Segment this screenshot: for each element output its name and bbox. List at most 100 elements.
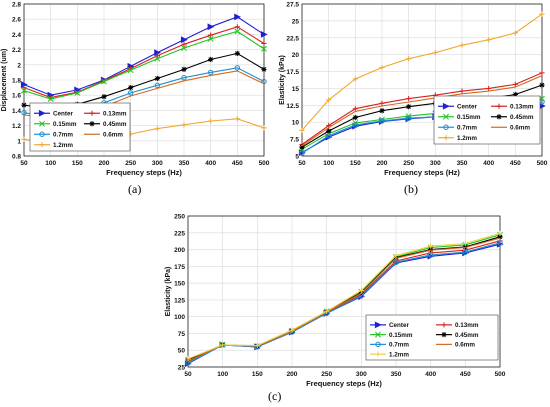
data-point (234, 116, 240, 122)
data-point (234, 13, 242, 21)
data-point (406, 95, 412, 102)
data-point (299, 150, 305, 156)
data-point (289, 327, 295, 333)
legend-item: 0.13mm (84, 111, 127, 118)
data-point (234, 28, 241, 35)
y-tick-label: 200 (174, 247, 185, 254)
data-point (406, 104, 412, 110)
data-point (154, 126, 160, 132)
x-tick-label: 150 (350, 160, 361, 167)
data-point (497, 230, 503, 237)
x-tick-label: 200 (99, 160, 110, 167)
legend-item: 0.7mm (438, 124, 477, 132)
data-point (512, 91, 518, 98)
data-point (379, 118, 385, 124)
x-tick-label: 200 (287, 371, 298, 378)
legend-label: 0.15mm (457, 114, 481, 121)
data-point (101, 94, 107, 100)
series-0_15mm (21, 28, 267, 102)
data-point (261, 125, 267, 131)
data-point (379, 100, 385, 106)
data-point (127, 90, 134, 96)
x-tick-label: 450 (460, 371, 471, 378)
y-tick-label: 250 (174, 214, 185, 221)
legend-marker (441, 332, 447, 338)
legend: Center 0.13mm 0.15mm 0.45mm 0.7mm 0.6mm 1.2mm (365, 314, 499, 361)
legend-marker (375, 351, 381, 357)
data-point (379, 108, 385, 114)
data-point (512, 81, 518, 87)
legend-label: 0.15mm (389, 332, 413, 339)
legend-label: 0.45mm (103, 121, 127, 128)
y-tick-label: 1.4 (12, 108, 21, 115)
y-tick-label: 2 (17, 62, 21, 69)
x-tick-label: 150 (72, 160, 83, 167)
data-point (358, 287, 364, 294)
legend-item: 0.7mm (370, 341, 409, 349)
data-point (497, 234, 503, 240)
series-line (301, 13, 543, 131)
x-tick-label: 150 (252, 371, 263, 378)
legend-label: Center (457, 104, 477, 111)
legend-label: 0.13mm (103, 111, 127, 118)
legend-item: 0.45mm (84, 121, 127, 128)
data-point (154, 75, 160, 82)
data-point (432, 50, 438, 56)
data-point (128, 85, 134, 91)
legend-marker (443, 124, 449, 130)
legend-item: 0.13mm (436, 322, 479, 329)
chart-b: 5 7.5 10 12.5 15 17.5 20 22.5 25 27.5 50 100 150 200 2… (279, 2, 548, 178)
data-point (428, 246, 434, 253)
legend-box (29, 102, 131, 152)
data-point (127, 67, 134, 74)
legend-marker (89, 121, 95, 127)
legend-marker (442, 102, 450, 110)
x-tick-label: 350 (179, 160, 190, 167)
legend-item: Center (438, 102, 477, 111)
legend-marker (375, 341, 381, 348)
legend-marker (443, 113, 449, 120)
series-line (301, 75, 543, 147)
data-point (234, 50, 240, 56)
data-point (181, 75, 187, 81)
data-point (299, 127, 305, 133)
data-point (154, 53, 160, 59)
y-tick-label: 7.5 (290, 137, 299, 144)
legend-marker (443, 135, 449, 141)
data-point (462, 244, 468, 250)
caption-b: (b) (404, 182, 418, 196)
caption-a: (a) (128, 182, 142, 196)
y-tick-label: 175 (174, 264, 185, 271)
series-0_13mm (299, 70, 545, 148)
data-point (486, 85, 492, 92)
data-point (352, 122, 359, 128)
legend-item: 0.15mm (34, 120, 77, 128)
data-point (181, 66, 187, 72)
data-point (261, 45, 267, 52)
x-axis-label: Frequency steps (Hz) (306, 379, 382, 388)
y-tick-label: 1 (17, 138, 21, 145)
data-point (486, 37, 492, 43)
legend-label: 0.15mm (53, 121, 77, 128)
x-tick-label: 250 (403, 160, 414, 167)
series-line (23, 30, 265, 100)
x-tick-label: 500 (495, 371, 506, 378)
legend-marker (89, 110, 95, 116)
x-tick-label: 400 (483, 160, 494, 167)
legend-label: 0.6mm (510, 125, 530, 132)
y-tick-label: 10 (292, 120, 300, 127)
series-1_2mm (299, 11, 545, 133)
data-point (352, 106, 358, 112)
data-point (21, 102, 27, 108)
x-axis-label: Frequency steps (Hz) (384, 168, 460, 177)
legend: Center 0.13mm 0.15mm 0.45mm 0.7mm 0.6mm 1.2mm (29, 102, 131, 152)
legend-marker (39, 142, 45, 148)
data-point (154, 82, 161, 89)
series-line (23, 26, 265, 99)
y-axis-label: Elasticity (kPa) (165, 267, 172, 317)
series-0_6mm (301, 75, 543, 147)
data-point (234, 65, 241, 71)
y-tick-label: 225 (174, 230, 185, 237)
